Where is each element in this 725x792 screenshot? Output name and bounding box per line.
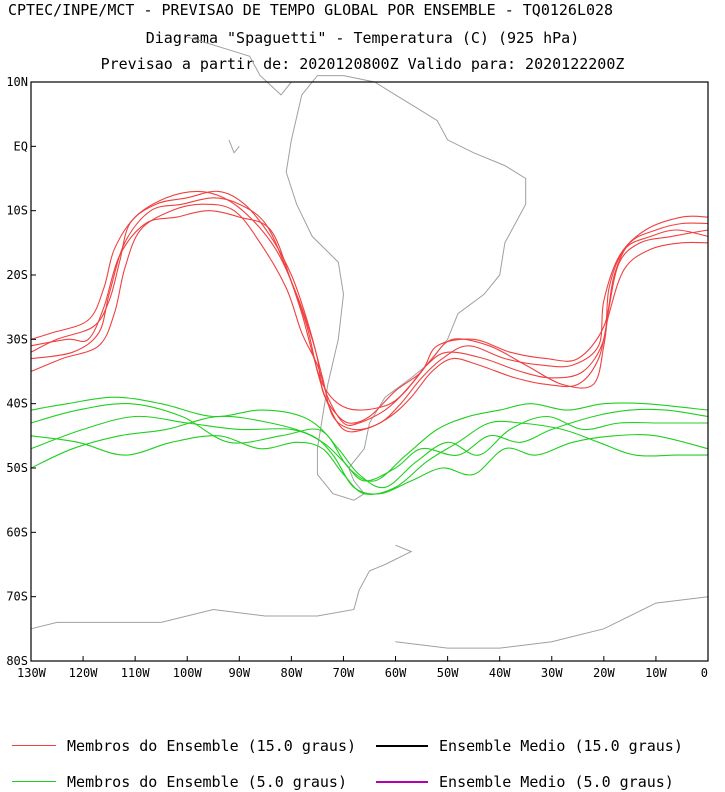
isotherm-15-member — [30, 203, 709, 426]
lat-tick-label: 70S — [6, 590, 28, 604]
coastline-layer — [30, 36, 709, 649]
lat-tick-label: 60S — [6, 525, 28, 539]
lon-tick-label: 100W — [173, 666, 203, 680]
lat-tick-label: 10N — [6, 75, 28, 89]
coastline — [395, 596, 709, 649]
legend-label-mean-15: Ensemble Medio (15.0 graus) — [439, 736, 683, 755]
isotherm-5-member — [30, 402, 708, 489]
lat-tick-label: EQ — [14, 139, 28, 153]
coastline — [187, 36, 292, 96]
lon-tick-label: 40W — [489, 666, 511, 680]
lat-tick-label: 80S — [6, 654, 28, 668]
coastline — [228, 139, 240, 154]
map-subtitle: Diagrama "Spaguetti" - Temperatura (C) (… — [145, 29, 580, 47]
lon-tick-label: 30W — [541, 666, 563, 680]
lon-tick-label: 0 — [701, 666, 708, 680]
lat-tick-label: 30S — [6, 332, 28, 346]
isotherm-15-member — [30, 190, 709, 431]
lat-tick-label: 50S — [6, 461, 28, 475]
map-frame — [30, 81, 709, 662]
legend-members-5: Membros do Ensemble (5.0 graus) — [12, 772, 347, 791]
lat-tick-label: 20S — [6, 268, 28, 282]
legend-swatch-purple — [376, 780, 428, 783]
isotherm-15-member — [30, 197, 709, 411]
isotherm-5-layer — [30, 396, 709, 495]
lon-tick-label: 120W — [69, 666, 99, 680]
lon-tick-label: 60W — [385, 666, 407, 680]
lon-tick-label: 50W — [437, 666, 459, 680]
legend-mean-15: Ensemble Medio (15.0 graus) — [376, 736, 683, 755]
isotherm-15-layer — [30, 190, 709, 433]
legend-members-15: Membros do Ensemble (15.0 graus) — [12, 736, 356, 755]
isotherm-5-member — [30, 408, 709, 482]
legend-label-mean-5: Ensemble Medio (5.0 graus) — [439, 772, 674, 791]
legend-swatch-red — [12, 745, 56, 746]
lon-tick-label: 110W — [121, 666, 151, 680]
legend-label-members-5: Membros do Ensemble (5.0 graus) — [67, 772, 347, 791]
coastline — [30, 544, 413, 630]
map-title: CPTEC/INPE/MCT - PREVISAO DE TEMPO GLOBA… — [8, 1, 614, 19]
lat-tick-label: 10S — [6, 204, 28, 218]
forecast-validity: Previsao a partir de: 2020120800Z Valido… — [100, 55, 625, 73]
isotherm-5-member — [30, 420, 708, 495]
lon-tick-label: 20W — [593, 666, 615, 680]
lon-tick-label: 10W — [645, 666, 667, 680]
legend-swatch-green — [12, 781, 56, 782]
lon-tick-label: 80W — [281, 666, 303, 680]
legend-swatch-black — [376, 744, 428, 747]
isotherm-15-member — [30, 190, 709, 424]
coastline — [285, 75, 527, 501]
legend-mean-5: Ensemble Medio (5.0 graus) — [376, 772, 674, 791]
isotherm-15-member — [30, 210, 709, 433]
legend-label-members-15: Membros do Ensemble (15.0 graus) — [67, 736, 357, 755]
lat-tick-label: 40S — [6, 397, 28, 411]
lon-tick-label: 90W — [228, 666, 250, 680]
lon-tick-label: 70W — [333, 666, 355, 680]
isotherm-5-member — [30, 396, 709, 482]
lon-tick-label: 130W — [17, 666, 47, 680]
